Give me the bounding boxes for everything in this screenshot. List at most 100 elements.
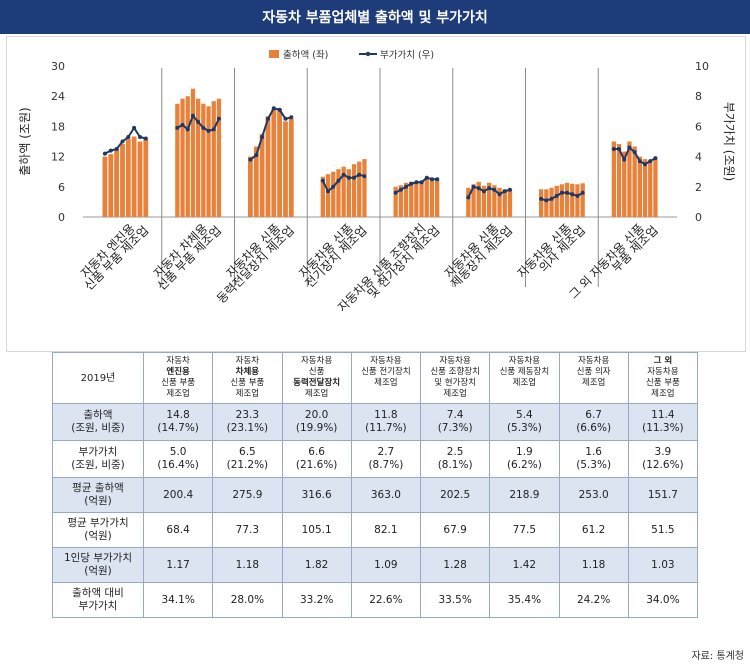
line-point: [648, 159, 653, 164]
line-point: [120, 139, 125, 144]
cell-value: 202.5: [440, 488, 471, 501]
bar: [175, 103, 180, 218]
row-label-line: 1인당 부가가치: [64, 552, 132, 564]
col-header-line: 제조업: [374, 378, 398, 388]
line-point: [476, 186, 481, 191]
line-point: [254, 153, 259, 158]
line-point: [102, 151, 107, 156]
line-point: [414, 180, 419, 185]
cell-value: 77.5: [512, 523, 537, 536]
col-header-line: 신품 제동장치: [499, 367, 550, 377]
line-point: [580, 190, 585, 195]
cell-value: 34.1%: [161, 593, 195, 606]
bar: [471, 184, 476, 217]
line-point: [108, 148, 113, 153]
col-header-line: 및 현가장치: [434, 378, 477, 388]
cell-value: 1.18: [235, 558, 260, 571]
table-cell: 1.17: [142, 547, 214, 583]
table-cell: 82.1: [350, 512, 422, 548]
row-label-line: (억원): [84, 530, 112, 542]
col-header-line: 신품 부품: [230, 378, 265, 388]
row-label-line: 부가가치: [78, 600, 118, 612]
table-cell: 14.8 (14.7%): [142, 403, 214, 441]
table-cell: 34.0%: [627, 582, 699, 618]
col-header-line: 자동차용: [300, 356, 333, 366]
bar: [419, 180, 424, 217]
line-point: [201, 125, 206, 130]
table-col-header: 그 외 자동차용 신품 부품 제조업: [627, 352, 699, 404]
row-label-line: 부가가치: [78, 446, 118, 458]
cell-value: (5.3%): [576, 459, 612, 471]
table-cell: 20.0 (19.9%): [281, 403, 352, 441]
cell-value: 6.5: [239, 446, 256, 458]
line-point: [497, 192, 502, 197]
cell-value: 7.4: [446, 409, 464, 421]
table-col-header: 자동차용 신품 제동장치 제조업: [489, 352, 560, 404]
cell-value: 2.5: [446, 446, 464, 458]
table-row: 부가가치 (조원, 비중) 5.0 (16.4%) 6.5 (21.2%) 6.6 (21.6…: [52, 440, 699, 478]
cell-value: (14.7%): [157, 422, 199, 434]
bar: [102, 156, 108, 217]
table-cell: 1.82: [281, 547, 352, 583]
cell-value: 275.9: [232, 488, 263, 501]
line-point: [398, 187, 403, 192]
cell-value: 253.0: [578, 488, 609, 501]
bar: [185, 96, 190, 217]
table-row: 출하액 (조원, 비중) 14.8 (14.7%) 23.3 (23.1%) 20.0 (19…: [52, 403, 699, 441]
col-header-line: 자동차용: [577, 356, 610, 366]
bar: [570, 183, 575, 217]
cell-value: 1.82: [304, 558, 329, 571]
row-label: 출하액 대비 부가가치: [52, 582, 144, 618]
line-point: [362, 174, 367, 179]
line-point: [326, 189, 330, 194]
bar: [125, 139, 131, 217]
cell-value: 11.4: [651, 409, 675, 421]
bar: [143, 139, 149, 217]
chart-area: 0 6 12 18 24 30 0 2 4 6 8 10 출하액 (조원) 부가가치 (조원) 출하액 (좌…: [6, 36, 746, 352]
line-point: [175, 125, 180, 130]
table-cell: 6.7 (6.6%): [558, 403, 629, 441]
bar: [351, 164, 357, 217]
line-point: [132, 125, 137, 130]
line-point: [216, 116, 221, 121]
cell-value: 14.8: [166, 409, 190, 421]
cell-value: (6.6%): [576, 422, 612, 434]
col-header-line: 신품 의자: [576, 367, 611, 377]
line-point: [539, 196, 544, 201]
line-point: [419, 180, 424, 185]
cell-value: 316.6: [301, 488, 332, 501]
table-cell: 2.5 (8.1%): [419, 440, 491, 478]
y-tick-right: 0: [695, 211, 702, 224]
line-point: [266, 116, 270, 121]
line-point: [196, 119, 201, 124]
line-point: [570, 192, 575, 197]
cell-value: 67.9: [443, 523, 467, 536]
category-label: 동력전달장치 제조업: [214, 223, 297, 306]
cell-value: 151.7: [647, 488, 678, 501]
legend-bar-swatch: [269, 50, 279, 58]
bar: [466, 187, 471, 217]
bar: [476, 181, 481, 217]
bar: [435, 178, 440, 217]
bar: [481, 185, 487, 217]
col-header-line: 자동차: [235, 356, 260, 366]
line-point: [352, 175, 356, 180]
y-tick-left: 30: [51, 60, 65, 73]
line-point: [283, 116, 288, 121]
line-point: [565, 190, 570, 195]
line-point: [622, 157, 627, 162]
table-cell: 33.2%: [281, 582, 352, 618]
row-label: 평균 부가가치 (억원): [52, 512, 144, 548]
bar: [414, 181, 419, 217]
row-label-line: 평균 출하액: [72, 482, 124, 494]
bar: [283, 121, 288, 217]
line-point: [481, 189, 486, 194]
cell-value: 28.0%: [230, 593, 265, 606]
legend-bar-label: 출하액 (좌): [283, 49, 328, 61]
line-point: [575, 193, 580, 198]
cell-value: (7.3%): [437, 422, 473, 434]
bar: [137, 141, 143, 217]
bar: [554, 185, 559, 217]
row-label-line: (조원, 비중): [71, 459, 125, 471]
cell-value: 218.9: [509, 488, 540, 501]
